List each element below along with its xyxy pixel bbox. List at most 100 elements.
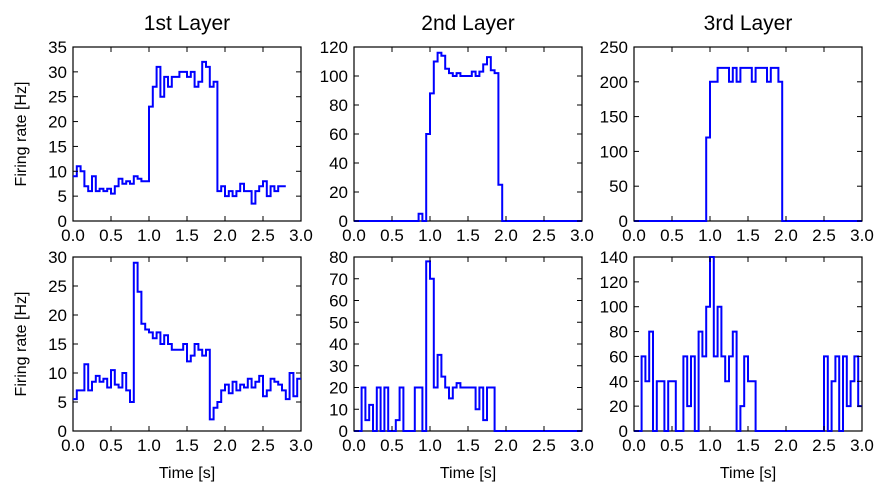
x-tick-label: 1.5: [456, 226, 480, 245]
x-tick-label: 3.0: [850, 226, 874, 245]
y-tick-label: 140: [600, 248, 628, 267]
series-line: [634, 66, 862, 222]
y-tick-label: 35: [48, 38, 67, 57]
y-axis-label: Firing rate [Hz]: [13, 292, 30, 397]
y-tick-label: 5: [58, 187, 67, 206]
y-tick-label: 0: [619, 422, 628, 441]
x-tick-label: 2.5: [532, 436, 556, 455]
y-tick-label: 30: [329, 357, 348, 376]
x-tick-label: 0.0: [342, 226, 366, 245]
y-tick-label: 50: [609, 177, 628, 196]
x-tick-label: 1.5: [736, 226, 760, 245]
x-tick-label: 0.0: [622, 436, 646, 455]
y-tick-label: 40: [329, 335, 348, 354]
x-tick-label: 0.0: [342, 436, 366, 455]
y-tick-label: 0: [58, 212, 67, 231]
y-tick-label: 10: [48, 364, 67, 383]
subplot-title: 2nd Layer: [421, 12, 514, 35]
subplot-2: 0.0 0.5 1.0 1.5 2.0 2.5 3.0 0 20 40 60 80 100 120 2nd …: [320, 12, 594, 245]
x-tick-label: 2.0: [774, 436, 798, 455]
y-tick-label: 20: [329, 379, 348, 398]
y-tick-label: 10: [48, 162, 67, 181]
y-tick-label: 250: [600, 38, 628, 57]
x-tick-label: 1.0: [137, 436, 161, 455]
plot-frame: [633, 46, 863, 222]
subplot-6: 0.0 0.5 1.0 1.5 2.0 2.5 3.0 0 20 40 60 80 100 120 140 T…: [600, 248, 874, 482]
y-tick-label: 100: [600, 298, 628, 317]
x-tick-label: 3.0: [850, 436, 874, 455]
x-tick-label: 1.5: [456, 436, 480, 455]
series-line: [354, 51, 582, 222]
x-tick-label: 0.5: [99, 436, 123, 455]
y-tick-label: 10: [329, 400, 348, 419]
y-tick-label: 40: [329, 154, 348, 173]
y-tick-label: 150: [600, 108, 628, 127]
subplot-4: 0.0 0.5 1.0 1.5 2.0 2.5 3.0 0 5 10 15 20 25 30 Time [s…: [13, 248, 313, 482]
y-tick-label: 25: [48, 277, 67, 296]
x-axis-label: Time [s]: [720, 465, 776, 482]
y-tick-label: 15: [48, 137, 67, 156]
x-tick-label: 1.0: [418, 436, 442, 455]
x-tick-label: 0.5: [660, 226, 684, 245]
y-axis-label: Firing rate [Hz]: [13, 82, 30, 187]
y-tick-label: 15: [48, 335, 67, 354]
x-tick-label: 0.0: [622, 226, 646, 245]
series-line: [634, 256, 862, 432]
subplot-5: 0.0 0.5 1.0 1.5 2.0 2.5 3.0 0 10 20 30 40 50 60 70 80 Ti…: [329, 248, 594, 482]
y-tick-label: 60: [329, 125, 348, 144]
x-tick-label: 2.5: [532, 226, 556, 245]
x-tick-label: 0.5: [660, 436, 684, 455]
y-tick-label: 30: [48, 248, 67, 267]
y-tick-label: 20: [329, 183, 348, 202]
x-tick-label: 0.5: [99, 226, 123, 245]
y-tick-label: 80: [329, 248, 348, 267]
y-tick-label: 20: [48, 306, 67, 325]
series-line: [73, 261, 301, 421]
x-tick-label: 1.5: [175, 436, 199, 455]
x-tick-label: 2.0: [213, 436, 237, 455]
y-tick-label: 0: [339, 212, 348, 231]
y-tick-label: 60: [329, 292, 348, 311]
x-tick-label: 2.5: [812, 226, 836, 245]
subplot-3: 0.0 0.5 1.0 1.5 2.0 2.5 3.0 0 50 100 150 200 250 3rd …: [600, 12, 874, 245]
y-tick-label: 20: [609, 397, 628, 416]
series-line: [73, 60, 286, 205]
x-tick-label: 2.0: [494, 436, 518, 455]
x-tick-label: 1.5: [736, 436, 760, 455]
x-axis-label: Time [s]: [159, 465, 215, 482]
y-tick-label: 120: [320, 38, 348, 57]
x-tick-label: 1.5: [175, 226, 199, 245]
x-tick-label: 1.0: [137, 226, 161, 245]
y-tick-label: 30: [48, 63, 67, 82]
x-tick-label: 1.0: [698, 436, 722, 455]
x-tick-label: 2.5: [812, 436, 836, 455]
plot-frame: [353, 46, 583, 222]
x-tick-label: 3.0: [570, 436, 594, 455]
x-tick-label: 3.0: [570, 226, 594, 245]
y-tick-label: 70: [329, 270, 348, 289]
y-tick-label: 5: [58, 393, 67, 412]
y-tick-label: 60: [609, 347, 628, 366]
x-axis-label: Time [s]: [440, 465, 496, 482]
x-tick-label: 1.0: [418, 226, 442, 245]
x-tick-label: 2.0: [494, 226, 518, 245]
y-tick-label: 0: [339, 422, 348, 441]
y-tick-label: 100: [320, 67, 348, 86]
x-tick-label: 3.0: [289, 436, 313, 455]
y-tick-label: 0: [619, 212, 628, 231]
x-tick-label: 1.0: [698, 226, 722, 245]
x-tick-label: 2.0: [774, 226, 798, 245]
subplot-title: 1st Layer: [144, 12, 230, 35]
x-tick-label: 0.5: [380, 226, 404, 245]
y-tick-label: 50: [329, 313, 348, 332]
y-tick-label: 200: [600, 73, 628, 92]
x-tick-label: 3.0: [289, 226, 313, 245]
series-line: [354, 260, 582, 432]
y-tick-label: 80: [609, 323, 628, 342]
x-tick-label: 2.5: [251, 436, 275, 455]
x-tick-label: 2.5: [251, 226, 275, 245]
y-tick-label: 25: [48, 88, 67, 107]
subplot-1: 0.0 0.5 1.0 1.5 2.0 2.5 3.0 0 5 10 15 20 25 30 35 1st L…: [13, 12, 313, 245]
y-tick-label: 40: [609, 372, 628, 391]
